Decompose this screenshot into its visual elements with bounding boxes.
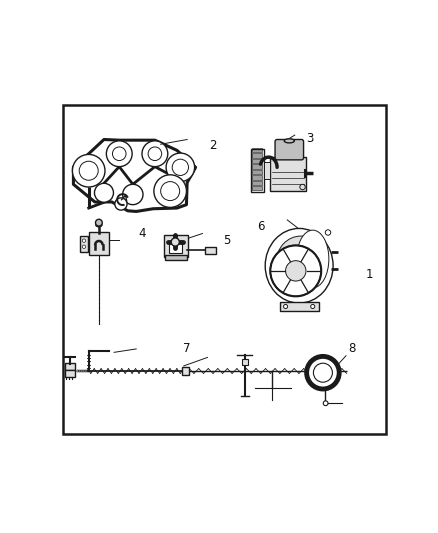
Circle shape xyxy=(82,245,86,248)
Circle shape xyxy=(307,357,339,389)
FancyBboxPatch shape xyxy=(251,169,262,174)
Text: 4: 4 xyxy=(138,227,145,240)
Circle shape xyxy=(123,184,143,205)
Circle shape xyxy=(142,141,168,167)
FancyBboxPatch shape xyxy=(164,235,188,256)
Ellipse shape xyxy=(96,223,102,227)
Text: 3: 3 xyxy=(306,132,313,145)
Circle shape xyxy=(95,219,102,226)
Circle shape xyxy=(106,141,132,167)
FancyBboxPatch shape xyxy=(251,181,262,185)
FancyBboxPatch shape xyxy=(251,154,262,158)
Text: 6: 6 xyxy=(257,220,264,233)
Ellipse shape xyxy=(265,229,333,303)
Text: 2: 2 xyxy=(209,139,217,152)
FancyBboxPatch shape xyxy=(80,236,88,252)
FancyBboxPatch shape xyxy=(264,162,270,179)
Circle shape xyxy=(325,230,331,235)
Circle shape xyxy=(79,161,98,180)
FancyBboxPatch shape xyxy=(270,157,306,191)
Circle shape xyxy=(311,304,315,309)
Text: 8: 8 xyxy=(348,342,356,356)
Circle shape xyxy=(72,155,105,187)
Ellipse shape xyxy=(276,236,325,289)
FancyBboxPatch shape xyxy=(65,363,75,370)
Circle shape xyxy=(172,159,188,175)
Circle shape xyxy=(171,238,179,246)
Circle shape xyxy=(154,175,187,207)
FancyBboxPatch shape xyxy=(182,367,189,375)
FancyBboxPatch shape xyxy=(251,164,262,168)
Circle shape xyxy=(148,147,162,160)
Ellipse shape xyxy=(284,139,294,143)
Circle shape xyxy=(286,261,306,281)
FancyBboxPatch shape xyxy=(242,359,248,365)
Text: 5: 5 xyxy=(223,234,230,247)
FancyBboxPatch shape xyxy=(251,175,262,180)
Circle shape xyxy=(82,239,86,243)
Circle shape xyxy=(161,182,180,200)
Circle shape xyxy=(166,153,194,182)
Circle shape xyxy=(113,147,126,160)
FancyBboxPatch shape xyxy=(251,148,262,152)
Ellipse shape xyxy=(297,230,329,288)
Circle shape xyxy=(270,245,321,296)
FancyBboxPatch shape xyxy=(251,186,262,190)
FancyBboxPatch shape xyxy=(88,232,109,255)
Circle shape xyxy=(95,183,113,203)
Circle shape xyxy=(323,401,328,406)
FancyBboxPatch shape xyxy=(165,255,187,260)
Circle shape xyxy=(314,363,332,382)
Circle shape xyxy=(300,184,305,190)
FancyBboxPatch shape xyxy=(170,242,182,253)
FancyBboxPatch shape xyxy=(280,302,318,311)
FancyBboxPatch shape xyxy=(205,247,215,254)
Text: 7: 7 xyxy=(183,342,191,356)
FancyBboxPatch shape xyxy=(275,140,304,160)
FancyBboxPatch shape xyxy=(64,370,75,377)
Text: 1: 1 xyxy=(365,268,373,281)
Circle shape xyxy=(283,304,288,309)
Circle shape xyxy=(115,198,127,210)
FancyBboxPatch shape xyxy=(251,159,262,163)
